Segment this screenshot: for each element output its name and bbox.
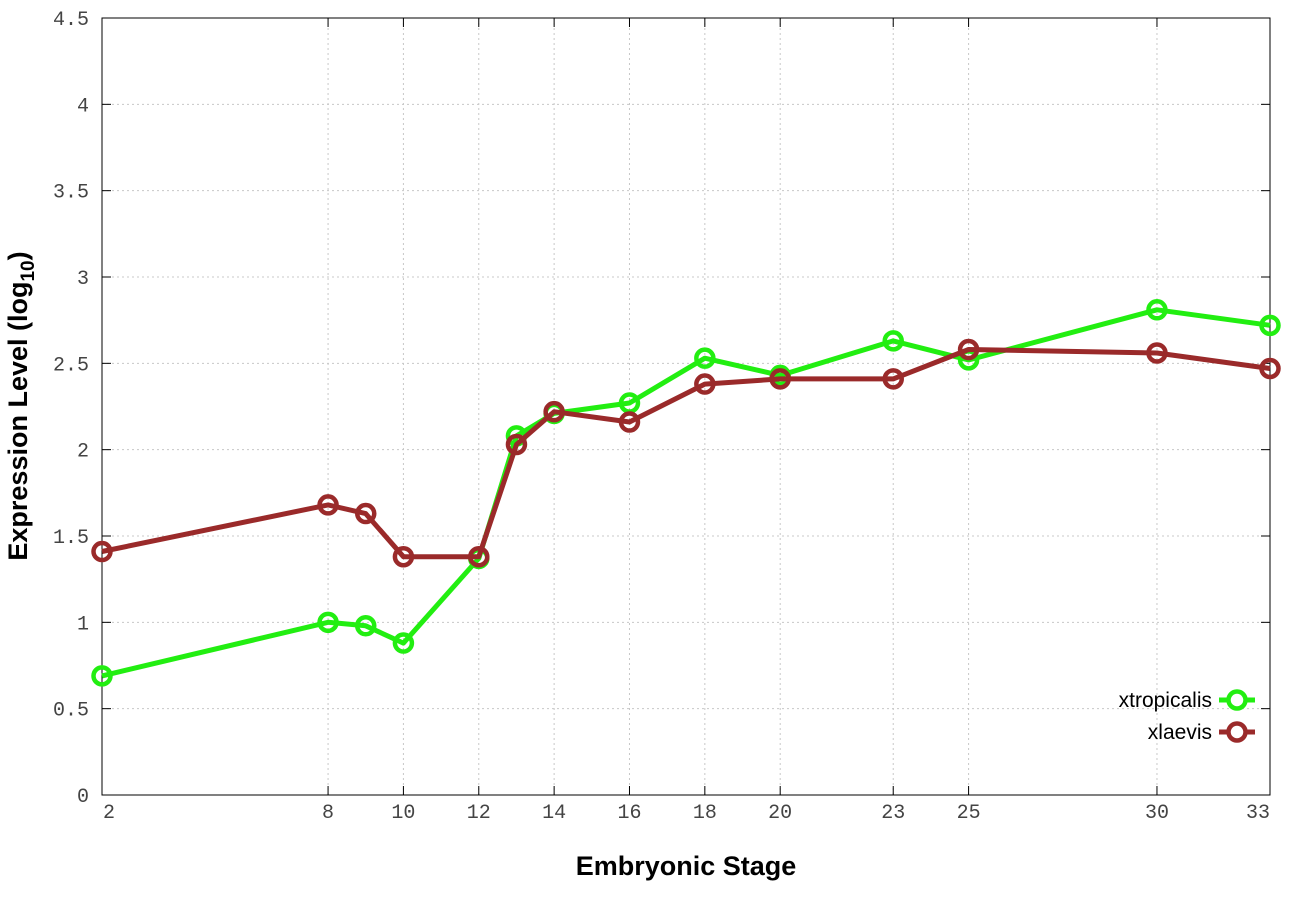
legend-swatch-marker-xtropicalis [1226, 689, 1248, 711]
data-point-xlaevis [317, 494, 339, 516]
series-line-xtropicalis [101, 307, 1271, 679]
data-point-xlaevis [392, 545, 415, 568]
data-point-xlaevis [1259, 357, 1281, 380]
y-tick-label: 1.5 [53, 527, 89, 550]
data-point-xtropicalis [1146, 299, 1168, 321]
y-tick-label: 0.5 [53, 700, 89, 723]
data-point-xlaevis [769, 368, 791, 390]
legend-swatch-marker-xlaevis [1226, 721, 1248, 743]
data-point-xlaevis [543, 400, 565, 423]
x-tick-label: 23 [881, 802, 905, 825]
y-tick-labels: 0 0.5 1 1.5 2 2.5 3 3.5 4 4.5 [53, 9, 89, 809]
legend-label-xlaevis: xlaevis [1148, 721, 1212, 744]
data-point-xlaevis [1146, 342, 1168, 364]
x-tick-label: 16 [617, 802, 641, 825]
data-point-xlaevis [957, 338, 980, 361]
data-point-xlaevis [505, 433, 528, 456]
y-tick-label: 2.5 [53, 354, 89, 377]
x-tick-label: 14 [542, 802, 566, 825]
data-point-xlaevis [618, 411, 641, 433]
x-tick-label: 10 [391, 802, 415, 825]
data-point-xtropicalis [694, 347, 716, 369]
axis-ticks [101, 17, 1271, 796]
data-point-xtropicalis [317, 611, 339, 634]
legend-label-xtropicalis: xtropicalis [1119, 689, 1212, 712]
y-tick-label: 4 [77, 95, 89, 118]
y-axis-title-subscript: 10 [18, 260, 39, 281]
grid-lines [102, 18, 1270, 795]
x-tick-label: 2 [103, 802, 115, 825]
data-point-xlaevis [91, 540, 113, 563]
y-tick-label: 2 [77, 441, 89, 464]
data-point-xtropicalis [618, 392, 641, 414]
series-xtropicalis [91, 299, 1281, 687]
data-point-xtropicalis [91, 665, 113, 687]
plot-frame [101, 17, 1271, 796]
x-tick-label: 33 [1246, 802, 1270, 825]
data-point-xtropicalis [1259, 314, 1281, 337]
series-line-xlaevis [101, 347, 1271, 560]
y-axis-title-close: ) [3, 251, 33, 260]
x-axis-title: Embryonic Stage [576, 851, 797, 881]
x-tick-label: 8 [322, 802, 334, 825]
legend: xtropicalis xlaevis [1119, 689, 1255, 744]
data-point-xlaevis [354, 502, 377, 525]
y-tick-label: 3 [77, 268, 89, 291]
series-xlaevis [91, 338, 1281, 568]
y-tick-label: 0 [77, 786, 89, 809]
y-axis-title: Expression Level (log10) [3, 251, 39, 560]
x-tick-label: 30 [1145, 802, 1169, 825]
data-point-xtropicalis [882, 330, 904, 352]
y-tick-label: 1 [77, 613, 89, 636]
data-point-xtropicalis [392, 632, 415, 654]
data-point-xtropicalis [354, 615, 377, 637]
x-tick-label: 12 [467, 802, 491, 825]
data-point-xlaevis [882, 368, 904, 390]
y-tick-label: 3.5 [53, 182, 89, 205]
x-tick-label: 25 [957, 802, 981, 825]
y-tick-label: 4.5 [53, 9, 89, 32]
x-tick-label: 18 [693, 802, 717, 825]
y-axis-title-main: Expression Level (log [3, 282, 33, 561]
series-layer [91, 299, 1281, 687]
x-tick-label: 20 [768, 802, 792, 825]
data-point-xlaevis [694, 373, 716, 395]
x-tick-labels: 2 8 10 12 14 16 18 20 23 25 30 33 [103, 802, 1270, 825]
data-point-xlaevis [468, 545, 490, 568]
